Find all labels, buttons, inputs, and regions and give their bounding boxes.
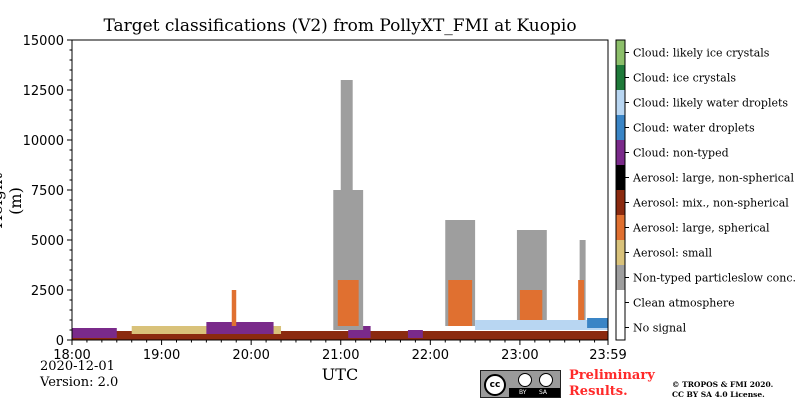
colorbar-swatch xyxy=(616,165,625,190)
class-region xyxy=(519,290,543,326)
legend-entry-label: Cloud: ice crystals xyxy=(633,72,736,85)
x-tick-label: 21:00 xyxy=(322,348,359,363)
class-region xyxy=(72,331,608,340)
class-region xyxy=(578,280,585,326)
colorbar-swatch xyxy=(616,40,625,65)
colorbar-swatch xyxy=(616,90,625,115)
colorbar-swatch xyxy=(616,215,625,240)
colorbar-swatch xyxy=(616,290,625,315)
legend-entry-label: Cloud: likely water droplets xyxy=(633,97,788,110)
measurement-date: 2020-12-01 xyxy=(40,359,115,374)
copyright-notice: © TROPOS & FMI 2020. CC BY SA 4.0 Licens… xyxy=(672,380,773,400)
copyright-line-1: © TROPOS & FMI 2020. xyxy=(672,380,774,389)
x-tick-label: 23:00 xyxy=(501,348,538,363)
license-sa-label: SA xyxy=(539,389,548,396)
colorbar-swatch xyxy=(616,240,625,265)
y-tick-label: 2500 xyxy=(31,284,64,299)
legend-entry-label: No signal xyxy=(633,322,687,335)
version-label: Version: 2.0 xyxy=(40,375,119,390)
classification-regions xyxy=(72,80,608,340)
class-region xyxy=(407,330,423,338)
preliminary-line-1: Preliminary xyxy=(569,368,655,383)
y-tick-label: 10000 xyxy=(23,134,64,149)
y-tick-label: 15000 xyxy=(23,34,64,49)
colorbar-swatch xyxy=(616,190,625,215)
legend-entry-label: Cloud: water droplets xyxy=(633,122,755,135)
colorbar-swatch xyxy=(616,115,625,140)
preliminary-line-2: Results. xyxy=(569,384,628,399)
x-tick-label: 20:00 xyxy=(232,348,269,363)
x-tick-label: 18:00 xyxy=(53,348,90,363)
class-region xyxy=(448,280,473,326)
legend-entry-label: Aerosol: mix., non-spherical xyxy=(632,197,789,210)
x-tick-label: 22:00 xyxy=(412,348,449,363)
colorbar-swatch xyxy=(616,265,625,290)
share-alike-icon xyxy=(539,373,553,387)
copyright-line-2: CC BY SA 4.0 License. xyxy=(672,390,765,399)
legend-entry-label: Aerosol: large, non-spherical xyxy=(632,172,794,185)
class-region xyxy=(337,280,359,326)
chart-title: Target classifications (V2) from PollyXT… xyxy=(103,16,577,36)
colorbar-swatch xyxy=(616,65,625,90)
y-tick-label: 7500 xyxy=(31,184,64,199)
colorbar-swatch xyxy=(616,315,625,340)
legend-entry-label: Cloud: non-typed xyxy=(633,147,729,160)
y-tick-label: 12500 xyxy=(23,84,64,99)
legend-entry-label: Aerosol: large, spherical xyxy=(632,222,770,235)
class-region xyxy=(231,290,237,326)
x-tick-label: 23:59 xyxy=(589,348,626,363)
class-region xyxy=(340,80,353,190)
class-region xyxy=(587,318,608,328)
x-axis-label: UTC xyxy=(321,365,359,384)
axis-ticks: 18:00 19:00 20:00 21:00 22:00 23:00 23:59 0 2500… xyxy=(23,34,627,363)
legend-entry-label: Clean atmosphere xyxy=(633,297,735,310)
preliminary-notice: Preliminary Results. xyxy=(569,368,655,400)
license-by-label: BY xyxy=(519,389,527,396)
legend-entry-label: Cloud: likely ice crystals xyxy=(633,47,770,60)
y-tick-label: 0 xyxy=(56,334,64,349)
x-tick-label: 19:00 xyxy=(143,348,180,363)
cc-license-logo: cc BY SA xyxy=(480,370,561,398)
colorbar-swatch xyxy=(616,140,625,165)
license-strip: BY SA xyxy=(509,388,560,397)
cc-icon: cc xyxy=(484,374,506,396)
colorbar-frame xyxy=(615,39,626,341)
class-region xyxy=(475,320,608,330)
class-region xyxy=(206,322,274,334)
legend-entry-label: Non-typed particleslow conc. xyxy=(633,272,796,285)
attribution-icon xyxy=(518,373,532,387)
class-region xyxy=(72,328,117,338)
class-colorbar: No signal Clean atmosphere Non-typed parti… xyxy=(615,39,796,341)
legend-entry-label: Aerosol: small xyxy=(632,247,712,260)
y-tick-label: 5000 xyxy=(31,234,64,249)
